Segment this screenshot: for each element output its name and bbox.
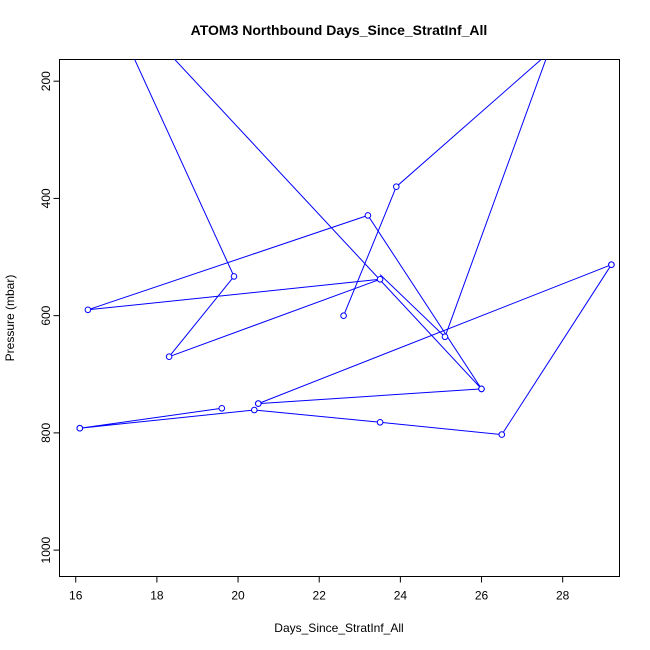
x-tick-label: 18: [150, 589, 164, 603]
data-point: [608, 261, 615, 269]
series-4: [76, 261, 615, 438]
series-3: [254, 261, 615, 407]
series-0: [84, 59, 485, 393]
plot-area: [76, 59, 615, 438]
series-2: [379, 59, 547, 341]
y-axis-label: Pressure (mbar): [3, 275, 17, 362]
y-tick-label: 1000: [39, 536, 53, 563]
data-point: [478, 385, 485, 393]
x-tick-label: 20: [231, 589, 245, 603]
data-point: [254, 400, 262, 407]
data-point: [165, 353, 173, 361]
x-axis: 16 18 20 22 24 26 28: [69, 576, 570, 603]
data-point: [498, 431, 506, 438]
series-line: [258, 264, 612, 405]
x-tick-label: 16: [69, 589, 83, 603]
x-tick-label: 24: [394, 589, 408, 603]
data-point: [393, 183, 400, 190]
x-tick-label: 26: [475, 589, 489, 603]
series-line: [379, 59, 547, 338]
y-tick-label: 200: [39, 71, 53, 91]
x-axis-label: Days_Since_StratInf_All: [274, 621, 403, 635]
data-point: [251, 406, 258, 414]
plot-frame: [59, 59, 620, 577]
y-tick-label: 800: [39, 423, 53, 443]
data-point: [364, 212, 372, 219]
y-tick-label: 600: [39, 305, 53, 325]
chart-title: ATOM3 Northbound Days_Since_StratInf_All: [191, 22, 488, 38]
data-point: [218, 405, 226, 412]
data-point: [441, 333, 449, 341]
series-1: [340, 59, 542, 320]
data-point: [76, 424, 84, 432]
data-point: [84, 306, 92, 314]
data-point: [230, 273, 238, 280]
y-axis: 200 400 600 800 1000: [39, 71, 60, 563]
data-point: [340, 312, 347, 320]
series-line: [343, 59, 542, 316]
x-tick-label: 28: [556, 589, 570, 603]
data-point: [376, 276, 384, 283]
series-line: [87, 59, 482, 390]
x-tick-label: 22: [313, 589, 327, 603]
y-tick-label: 400: [39, 188, 53, 208]
data-point: [376, 419, 384, 426]
series-line: [79, 264, 612, 436]
